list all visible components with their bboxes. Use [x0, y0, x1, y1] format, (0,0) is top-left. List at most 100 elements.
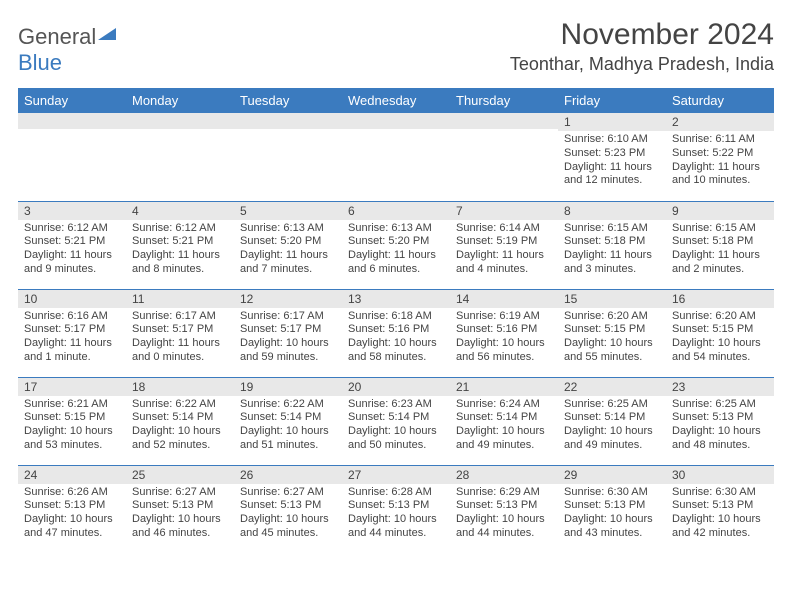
title-block: November 2024 Teonthar, Madhya Pradesh, … [510, 18, 774, 75]
calendar-cell: 15Sunrise: 6:20 AMSunset: 5:15 PMDayligh… [558, 289, 666, 377]
sunset: Sunset: 5:14 PM [348, 411, 444, 425]
daylight: Daylight: 11 hours and 1 minute. [24, 337, 120, 365]
dow-tuesday: Tuesday [234, 88, 342, 113]
day-number: 3 [18, 202, 126, 220]
daylight: Daylight: 10 hours and 58 minutes. [348, 337, 444, 365]
day-details: Sunrise: 6:28 AMSunset: 5:13 PMDaylight:… [342, 484, 450, 545]
calendar-cell: 14Sunrise: 6:19 AMSunset: 5:16 PMDayligh… [450, 289, 558, 377]
sunrise: Sunrise: 6:12 AM [24, 222, 120, 236]
dow-monday: Monday [126, 88, 234, 113]
calendar-cell: 30Sunrise: 6:30 AMSunset: 5:13 PMDayligh… [666, 465, 774, 553]
day-number: 19 [234, 378, 342, 396]
daylight: Daylight: 10 hours and 51 minutes. [240, 425, 336, 453]
sunset: Sunset: 5:15 PM [564, 323, 660, 337]
logo: General Blue [18, 18, 116, 76]
sunrise: Sunrise: 6:17 AM [132, 310, 228, 324]
daylight: Daylight: 11 hours and 0 minutes. [132, 337, 228, 365]
calendar-cell: 9Sunrise: 6:15 AMSunset: 5:18 PMDaylight… [666, 201, 774, 289]
day-number: 17 [18, 378, 126, 396]
daylight: Daylight: 10 hours and 49 minutes. [456, 425, 552, 453]
sunset: Sunset: 5:13 PM [240, 499, 336, 513]
daylight: Daylight: 10 hours and 56 minutes. [456, 337, 552, 365]
sunset: Sunset: 5:14 PM [456, 411, 552, 425]
day-number: 21 [450, 378, 558, 396]
day-number [126, 113, 234, 129]
dow-header-row: Sunday Monday Tuesday Wednesday Thursday… [18, 88, 774, 113]
header: General Blue November 2024 Teonthar, Mad… [18, 18, 774, 76]
daylight: Daylight: 11 hours and 12 minutes. [564, 161, 660, 189]
calendar-cell [126, 113, 234, 201]
day-number: 25 [126, 466, 234, 484]
daylight: Daylight: 10 hours and 47 minutes. [24, 513, 120, 541]
day-details: Sunrise: 6:14 AMSunset: 5:19 PMDaylight:… [450, 220, 558, 281]
sunset: Sunset: 5:15 PM [672, 323, 768, 337]
calendar-cell: 6Sunrise: 6:13 AMSunset: 5:20 PMDaylight… [342, 201, 450, 289]
day-details: Sunrise: 6:15 AMSunset: 5:18 PMDaylight:… [666, 220, 774, 281]
logo-general: General [18, 24, 96, 49]
sunrise: Sunrise: 6:30 AM [672, 486, 768, 500]
daylight: Daylight: 11 hours and 9 minutes. [24, 249, 120, 277]
sunset: Sunset: 5:13 PM [672, 411, 768, 425]
daylight: Daylight: 10 hours and 59 minutes. [240, 337, 336, 365]
day-details: Sunrise: 6:13 AMSunset: 5:20 PMDaylight:… [342, 220, 450, 281]
sunset: Sunset: 5:19 PM [456, 235, 552, 249]
daylight: Daylight: 10 hours and 52 minutes. [132, 425, 228, 453]
sunrise: Sunrise: 6:13 AM [240, 222, 336, 236]
day-number: 4 [126, 202, 234, 220]
day-number: 13 [342, 290, 450, 308]
sunrise: Sunrise: 6:22 AM [132, 398, 228, 412]
day-details: Sunrise: 6:17 AMSunset: 5:17 PMDaylight:… [126, 308, 234, 369]
daylight: Daylight: 10 hours and 46 minutes. [132, 513, 228, 541]
calendar-cell: 19Sunrise: 6:22 AMSunset: 5:14 PMDayligh… [234, 377, 342, 465]
day-details: Sunrise: 6:12 AMSunset: 5:21 PMDaylight:… [18, 220, 126, 281]
day-number: 20 [342, 378, 450, 396]
sunrise: Sunrise: 6:11 AM [672, 133, 768, 147]
sunrise: Sunrise: 6:17 AM [240, 310, 336, 324]
calendar-week: 3Sunrise: 6:12 AMSunset: 5:21 PMDaylight… [18, 201, 774, 289]
daylight: Daylight: 10 hours and 54 minutes. [672, 337, 768, 365]
calendar-cell: 2Sunrise: 6:11 AMSunset: 5:22 PMDaylight… [666, 113, 774, 201]
daylight: Daylight: 11 hours and 10 minutes. [672, 161, 768, 189]
sunset: Sunset: 5:23 PM [564, 147, 660, 161]
daylight: Daylight: 10 hours and 49 minutes. [564, 425, 660, 453]
location: Teonthar, Madhya Pradesh, India [510, 54, 774, 75]
sunset: Sunset: 5:16 PM [348, 323, 444, 337]
day-details: Sunrise: 6:22 AMSunset: 5:14 PMDaylight:… [126, 396, 234, 457]
sunrise: Sunrise: 6:13 AM [348, 222, 444, 236]
sunrise: Sunrise: 6:20 AM [672, 310, 768, 324]
day-details: Sunrise: 6:12 AMSunset: 5:21 PMDaylight:… [126, 220, 234, 281]
day-number: 26 [234, 466, 342, 484]
day-details: Sunrise: 6:27 AMSunset: 5:13 PMDaylight:… [234, 484, 342, 545]
day-number: 18 [126, 378, 234, 396]
day-number [234, 113, 342, 129]
daylight: Daylight: 11 hours and 7 minutes. [240, 249, 336, 277]
day-details: Sunrise: 6:25 AMSunset: 5:13 PMDaylight:… [666, 396, 774, 457]
calendar-cell: 20Sunrise: 6:23 AMSunset: 5:14 PMDayligh… [342, 377, 450, 465]
daylight: Daylight: 11 hours and 4 minutes. [456, 249, 552, 277]
daylight: Daylight: 10 hours and 48 minutes. [672, 425, 768, 453]
day-details: Sunrise: 6:18 AMSunset: 5:16 PMDaylight:… [342, 308, 450, 369]
daylight: Daylight: 10 hours and 43 minutes. [564, 513, 660, 541]
sunset: Sunset: 5:13 PM [564, 499, 660, 513]
sunset: Sunset: 5:22 PM [672, 147, 768, 161]
calendar-table: Sunday Monday Tuesday Wednesday Thursday… [18, 88, 774, 553]
sunrise: Sunrise: 6:24 AM [456, 398, 552, 412]
sunset: Sunset: 5:13 PM [672, 499, 768, 513]
day-details: Sunrise: 6:25 AMSunset: 5:14 PMDaylight:… [558, 396, 666, 457]
calendar-week: 17Sunrise: 6:21 AMSunset: 5:15 PMDayligh… [18, 377, 774, 465]
sunset: Sunset: 5:13 PM [132, 499, 228, 513]
sunset: Sunset: 5:13 PM [456, 499, 552, 513]
day-number: 7 [450, 202, 558, 220]
calendar-week: 24Sunrise: 6:26 AMSunset: 5:13 PMDayligh… [18, 465, 774, 553]
logo-text: General Blue [18, 24, 116, 76]
sunrise: Sunrise: 6:10 AM [564, 133, 660, 147]
dow-wednesday: Wednesday [342, 88, 450, 113]
dow-thursday: Thursday [450, 88, 558, 113]
calendar-cell: 27Sunrise: 6:28 AMSunset: 5:13 PMDayligh… [342, 465, 450, 553]
calendar-cell [234, 113, 342, 201]
day-number: 8 [558, 202, 666, 220]
daylight: Daylight: 11 hours and 2 minutes. [672, 249, 768, 277]
daylight: Daylight: 10 hours and 50 minutes. [348, 425, 444, 453]
calendar-cell: 16Sunrise: 6:20 AMSunset: 5:15 PMDayligh… [666, 289, 774, 377]
sunrise: Sunrise: 6:19 AM [456, 310, 552, 324]
